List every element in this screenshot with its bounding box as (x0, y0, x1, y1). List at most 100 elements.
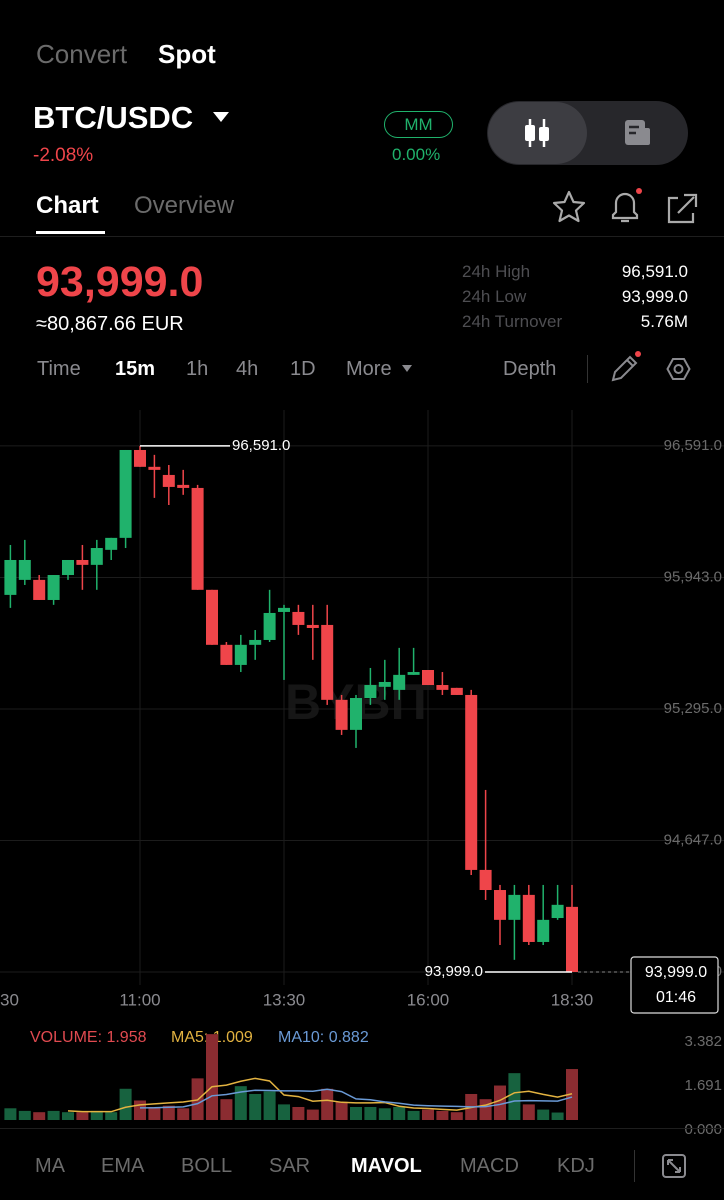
volume-bar (321, 1088, 334, 1120)
candle-body (350, 698, 362, 730)
volume-tick-label: 3.382 (684, 1033, 722, 1050)
volume-bar (378, 1108, 391, 1120)
settings-core (673, 364, 684, 374)
indicator[interactable]: KDJ (557, 1155, 595, 1177)
tab-underline (36, 231, 105, 234)
volume-bar (422, 1109, 434, 1120)
candle-body (566, 906, 578, 973)
info-icon[interactable] (623, 118, 653, 148)
candle-body (162, 474, 175, 487)
stat-value: 93,999.0 (621, 287, 688, 306)
candle-body (436, 685, 449, 690)
indicator[interactable]: SAR (269, 1155, 311, 1177)
divider (587, 355, 588, 383)
volume-bar (278, 1104, 290, 1120)
candle-body (76, 559, 89, 565)
bell-icon[interactable] (611, 192, 639, 223)
x-tick-label: 16:00 (407, 990, 450, 1009)
x-tick-label: 18:30 (551, 990, 594, 1009)
candle-body (335, 699, 348, 730)
depth-tab[interactable]: Depth (503, 358, 557, 380)
volume-bar (119, 1088, 132, 1120)
candle-body (321, 624, 334, 700)
tab-chart[interactable]: Chart (36, 192, 99, 219)
volume-bar (407, 1110, 420, 1120)
toggle-chart[interactable] (488, 102, 587, 164)
volume-bar (537, 1109, 550, 1120)
interval[interactable]: 1h (186, 358, 209, 380)
stat-value: 96,591.0 (621, 262, 688, 281)
indicator[interactable]: MACD (460, 1155, 519, 1177)
candle-body (4, 559, 17, 595)
indicator[interactable]: MA (35, 1155, 65, 1177)
indicator[interactable]: EMA (101, 1155, 145, 1177)
last-price: 93,999.0 (36, 258, 204, 306)
volume-bar (292, 1106, 305, 1120)
candle-body (465, 694, 478, 870)
share-icon[interactable] (667, 193, 698, 224)
tab-overview[interactable]: Overview (134, 192, 235, 219)
volume-bar (90, 1110, 103, 1120)
interval-more[interactable]: More (346, 358, 392, 380)
volume-bar (450, 1112, 463, 1120)
pair[interactable]: BTC/USDC (33, 100, 194, 135)
candle-body (33, 579, 46, 600)
volume-bar (33, 1112, 46, 1120)
high-label: 96,591.0 (232, 437, 290, 454)
candle-body (206, 589, 218, 645)
interval[interactable]: 4h (236, 358, 259, 380)
last-price-box (630, 956, 719, 1014)
volume-bar (177, 1108, 190, 1120)
candle-body (220, 644, 233, 665)
mm-badge[interactable]: MM (384, 111, 453, 138)
volume-bar (263, 1091, 276, 1120)
star-icon[interactable] (552, 190, 586, 223)
candle-body (508, 894, 521, 920)
volume-bar (134, 1100, 146, 1120)
candle-body (537, 919, 550, 942)
candle-body (364, 685, 377, 699)
candle-body (378, 681, 391, 687)
volume-bar (234, 1086, 247, 1120)
settings-icon[interactable] (666, 358, 691, 380)
x-tick-label: 11:00 (119, 990, 160, 1009)
indicator[interactable]: BOLL (181, 1155, 233, 1177)
volume-bar (350, 1106, 362, 1120)
indicator-active[interactable]: MAVOL (351, 1155, 422, 1177)
expand-icon[interactable] (662, 1154, 686, 1178)
volume-bar (551, 1112, 564, 1120)
volume-bar (162, 1105, 175, 1120)
divider (634, 1150, 635, 1182)
volume-bar (364, 1106, 377, 1120)
candle-body (249, 639, 262, 645)
volume-bar (148, 1106, 161, 1120)
stat-value: 5.76M (640, 312, 688, 331)
volume-bar (508, 1073, 521, 1120)
volume-bar (393, 1106, 406, 1120)
interval[interactable]: 1D (290, 358, 316, 380)
tab-convert[interactable]: Convert (36, 39, 128, 69)
volume-bar (18, 1110, 31, 1120)
candle-body (119, 449, 132, 538)
y-tick-label: 95,295.0 (664, 700, 722, 717)
stat-label: 24h Turnover (462, 312, 563, 331)
interval[interactable]: Time (37, 358, 81, 380)
tab-spot[interactable]: Spot (158, 39, 216, 69)
candle-body (90, 548, 103, 565)
mm-value: 0.00% (392, 145, 441, 164)
volume-bar (105, 1112, 118, 1120)
candle-body (47, 575, 60, 600)
candle-body (422, 669, 434, 686)
bell-dot (636, 188, 642, 194)
candle-body (450, 687, 463, 695)
draw-icon[interactable] (611, 355, 638, 382)
candle-body (306, 624, 319, 628)
more-caret (402, 365, 412, 372)
interval-active[interactable]: 15m (115, 358, 156, 380)
volume-bar (306, 1109, 319, 1120)
pair-dropdown[interactable] (212, 111, 230, 123)
volume-bar (220, 1099, 233, 1120)
